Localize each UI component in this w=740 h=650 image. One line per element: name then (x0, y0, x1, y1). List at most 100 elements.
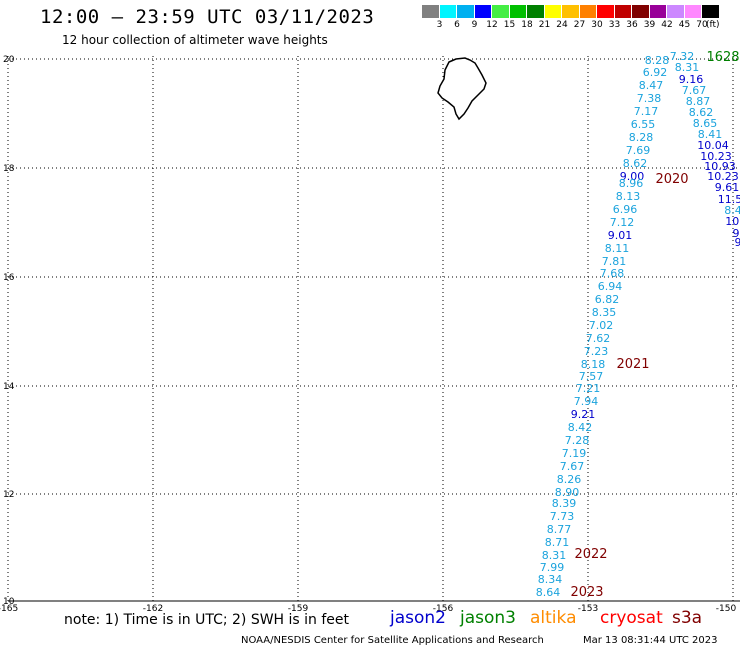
legend-swatch (632, 5, 650, 18)
footer-note: note: 1) Time is in UTC; 2) SWH is in fe… (64, 612, 350, 628)
legend-swatch (509, 5, 527, 18)
axis-labels: -165 -162 -159 -156 -153 -150 20 18 16 14 12 10 (0, 55, 736, 614)
wave-height-value: 8.41 (698, 128, 723, 141)
legend-label: 21 (538, 20, 551, 30)
wave-height-value: 7.38 (637, 92, 662, 105)
wave-height-value: 8.35 (592, 306, 617, 319)
legend-swatches (422, 5, 720, 18)
legend-unit: (ft) (706, 20, 720, 30)
pass-id-label: 2020 (655, 172, 688, 187)
footer-credit: NOAA/NESDIS Center for Satellite Applica… (241, 635, 544, 646)
altimeter-tracks: 8.286.928.477.387.176.558.287.698.629.00… (536, 50, 740, 599)
wave-height-value: 7.68 (600, 267, 625, 280)
x-tick-label: -162 (143, 604, 163, 614)
legend-swatch (684, 5, 702, 18)
wave-height-value: 7.81 (602, 255, 627, 268)
hawaii-island-outline (437, 57, 487, 121)
wave-height-value: 6.96 (613, 203, 638, 216)
legend-label: 27 (573, 20, 586, 30)
pass-id-label: 2021 (616, 357, 649, 372)
legend-swatch (457, 5, 475, 18)
wave-height-value: 7.32 (670, 50, 695, 63)
wave-height-value: 7.69 (626, 144, 651, 157)
wave-height-value: 8.64 (536, 586, 561, 599)
wave-height-value: 8.28 (629, 131, 654, 144)
wave-height-value: 8.87 (686, 95, 711, 108)
wave-height-value: 8.39 (552, 497, 577, 510)
y-tick-label: 12 (3, 490, 14, 500)
wave-height-value: 10.23 (707, 170, 739, 183)
wave-height-value: 7.17 (634, 105, 659, 118)
wave-height-value: 8.11 (605, 242, 630, 255)
legend-swatch (579, 5, 597, 18)
wave-height-value: 8.62 (623, 157, 648, 170)
wave-height-value: 7.19 (562, 447, 587, 460)
legend-swatch (597, 5, 615, 18)
satellite-cryosat: cryosat (600, 608, 663, 628)
wave-height-value: 6.82 (595, 293, 620, 306)
legend-swatch (667, 5, 685, 18)
wave-height-value: 6.92 (643, 66, 668, 79)
wave-height-value: 10.04 (697, 139, 729, 152)
legend-label: 9 (471, 20, 478, 30)
wave-height-value: 8.4 (724, 204, 740, 217)
wave-height-value: 8.18 (581, 358, 606, 371)
wave-height-value: 9.00 (620, 170, 645, 183)
legend-label: 36 (626, 20, 638, 30)
wave-height-value: 8.65 (693, 117, 718, 130)
legend-label: 6 (454, 20, 460, 30)
wave-height-value: 7.62 (586, 332, 611, 345)
wave-height-value: 9 (733, 227, 740, 240)
wave-height-value: 9.61 (715, 181, 740, 194)
legend-labels: (ft) 3 6 9 12 15 18 21 24 27 30 33 36 39 42 45 70 (422, 18, 720, 32)
legend-swatch (492, 5, 510, 18)
footer-timestamp: Mar 13 08:31:44 UTC 2023 (583, 635, 718, 646)
wave-height-value: 6.55 (631, 118, 656, 131)
legend-swatch (474, 5, 492, 18)
legend-swatch (544, 5, 562, 18)
wave-height-value: 10.23 (700, 150, 732, 163)
legend-label: 39 (643, 20, 656, 30)
legend-label: 18 (521, 20, 533, 30)
x-tick-label: -159 (288, 604, 309, 614)
y-tick-label: 14 (3, 382, 15, 392)
wave-height-value: 7.02 (589, 319, 614, 332)
wave-height-value: 8.47 (639, 79, 664, 92)
y-tick-label: 10 (3, 597, 15, 607)
wave-height-value: 7.67 (682, 84, 707, 97)
legend-swatch (702, 5, 720, 18)
map-title: 12:00 – 23:59 UTC 03/11/2023 (40, 6, 375, 28)
wave-height-value: 10. (725, 215, 740, 228)
wave-height-value: 8.42 (568, 421, 593, 434)
wave-height-value: 7.57 (579, 370, 604, 383)
legend-swatch (527, 5, 545, 18)
wave-height-value: 11.5 (718, 193, 740, 206)
pass-id-label: 1628 (706, 50, 739, 65)
wave-height-value: 7.73 (550, 510, 575, 523)
wave-height-value: 7.94 (574, 395, 599, 408)
pass-id-label: 2023 (570, 585, 603, 600)
wave-height-value: 8.31 (542, 549, 567, 562)
wave-height-value: 8.28 (645, 54, 670, 67)
legend-label: 24 (556, 20, 568, 30)
wave-height-value: 10.93 (704, 160, 736, 173)
wave-height-value: 8.90 (555, 486, 580, 499)
x-tick-label: -150 (716, 604, 737, 614)
legend-label: 3 (436, 20, 443, 30)
y-tick-label: 16 (3, 273, 15, 283)
wave-height-value: 7.99 (540, 561, 565, 574)
x-tick-label: -165 (0, 604, 18, 614)
legend-label: 15 (503, 20, 516, 30)
legend-swatch (562, 5, 580, 18)
satellite-altika: altika (530, 608, 577, 628)
pass-id-label: 2022 (574, 547, 607, 562)
x-tick-label: -153 (578, 604, 598, 614)
wave-height-value: 8.31 (675, 61, 700, 74)
y-tick-label: 20 (3, 55, 15, 65)
wave-height-value: 7.67 (560, 460, 585, 473)
y-tick-label: 18 (3, 164, 15, 174)
legend-label: 30 (591, 20, 603, 30)
legend-label: 42 (661, 20, 673, 30)
legend-label: 33 (608, 20, 621, 30)
